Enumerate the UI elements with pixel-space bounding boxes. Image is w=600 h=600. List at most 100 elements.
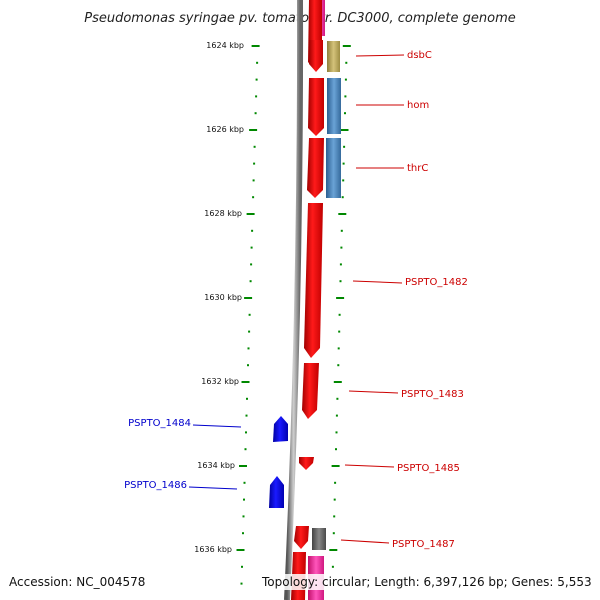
callout-line xyxy=(192,424,242,428)
gene-arrow[interactable] xyxy=(273,416,288,442)
minor-tick xyxy=(343,145,346,148)
tick-ruler-right xyxy=(329,45,351,585)
minor-tick xyxy=(344,95,347,98)
gene-arrow[interactable] xyxy=(304,203,323,358)
ruler-label: 1630 kbp xyxy=(204,293,242,302)
gene-label[interactable]: PSPTO_1482 xyxy=(405,277,468,288)
major-tick xyxy=(329,549,338,551)
major-tick xyxy=(246,213,255,215)
minor-tick xyxy=(338,313,341,316)
minor-tick xyxy=(335,414,338,417)
gene-label[interactable]: PSPTO_1487 xyxy=(392,539,455,550)
minor-tick xyxy=(340,229,343,232)
minor-tick xyxy=(252,196,255,199)
gene-label[interactable]: hom xyxy=(407,100,429,111)
gene-label[interactable]: PSPTO_1484 xyxy=(128,418,191,429)
gene-label[interactable]: PSPTO_1483 xyxy=(401,389,464,400)
minor-tick xyxy=(249,280,252,283)
genome-backbone xyxy=(284,0,304,600)
callout-line xyxy=(348,390,399,394)
major-tick xyxy=(333,381,342,383)
reverse-callouts: PSPTO_1484 PSPTO_1486 xyxy=(124,418,242,491)
minor-tick xyxy=(339,263,342,266)
minor-tick xyxy=(247,364,249,367)
gene-arrow[interactable] xyxy=(294,526,309,549)
minor-tick xyxy=(337,364,340,367)
footer-backdrop xyxy=(258,574,594,590)
minor-tick xyxy=(340,246,343,249)
ruler-label: 1634 kbp xyxy=(197,461,235,470)
callout-line xyxy=(352,280,403,284)
major-tick xyxy=(336,297,345,299)
gene-label[interactable]: PSPTO_1486 xyxy=(124,480,187,491)
minor-tick xyxy=(253,162,256,165)
minor-tick xyxy=(245,431,247,434)
category-block xyxy=(327,78,341,134)
minor-tick xyxy=(242,515,245,518)
gene-arrow[interactable] xyxy=(309,40,323,72)
minor-tick xyxy=(338,330,341,333)
gene-label[interactable]: PSPTO_1485 xyxy=(397,463,460,474)
callout-line xyxy=(340,539,390,544)
major-tick xyxy=(251,45,260,47)
tick-ruler-left xyxy=(236,45,260,585)
minor-tick xyxy=(248,313,251,316)
minor-tick xyxy=(248,330,251,333)
minor-tick xyxy=(332,532,335,535)
gene-arrow[interactable] xyxy=(307,138,324,198)
ruler-label: 1624 kbp xyxy=(206,41,244,50)
category-block xyxy=(312,528,326,550)
ruler-label: 1626 kbp xyxy=(206,125,244,134)
ruler-label: 1632 kbp xyxy=(201,377,239,386)
minor-tick xyxy=(240,582,243,585)
minor-tick xyxy=(243,481,246,484)
minor-tick xyxy=(246,397,248,400)
minor-tick xyxy=(250,263,253,266)
accession-text: Accession: NC_004578 xyxy=(9,575,145,589)
minor-tick xyxy=(254,112,257,115)
minor-tick xyxy=(335,431,338,434)
ruler-labels: 1624 kbp 1626 kbp 1628 kbp 1630 kbp 1632… xyxy=(194,41,244,554)
topology-text: Topology: circular; Length: 6,397,126 bp… xyxy=(261,575,592,589)
minor-tick xyxy=(255,95,258,98)
minor-tick xyxy=(339,280,342,283)
minor-tick xyxy=(335,448,337,451)
minor-tick xyxy=(345,61,348,64)
ruler-label: 1628 kbp xyxy=(204,209,242,218)
gene-arrow[interactable] xyxy=(299,457,314,470)
gene-label[interactable]: dsbC xyxy=(407,50,432,61)
major-tick xyxy=(236,549,245,551)
minor-tick xyxy=(337,347,340,350)
minor-tick xyxy=(256,61,259,64)
minor-tick xyxy=(333,515,336,518)
forward-callouts: dsbC hom thrC PSPTO_1482 PSPTO_1483 PSPT… xyxy=(340,50,468,550)
gene-label[interactable]: thrC xyxy=(407,163,428,174)
major-tick xyxy=(244,297,253,299)
minor-tick xyxy=(252,179,255,182)
minor-tick xyxy=(244,448,247,451)
major-tick xyxy=(342,45,351,47)
ruler-label: 1636 kbp xyxy=(194,545,232,554)
category-block xyxy=(326,138,341,198)
gene-arrow[interactable] xyxy=(302,363,319,419)
minor-tick xyxy=(341,196,344,199)
minor-tick xyxy=(242,532,244,535)
category-block xyxy=(327,41,340,72)
minor-tick xyxy=(342,179,345,182)
major-tick xyxy=(249,129,258,131)
minor-tick xyxy=(336,397,339,400)
minor-tick xyxy=(253,145,256,148)
minor-tick xyxy=(251,229,254,232)
minor-tick xyxy=(344,78,347,81)
minor-tick xyxy=(243,498,245,501)
reverse-genes xyxy=(269,416,288,508)
callout-line xyxy=(344,464,395,468)
gene-arrow[interactable] xyxy=(308,78,324,136)
minor-tick xyxy=(255,78,258,81)
minor-tick xyxy=(247,347,250,350)
minor-tick xyxy=(241,565,243,568)
callout-line xyxy=(355,54,405,57)
gene-arrow[interactable] xyxy=(269,476,284,508)
major-tick xyxy=(241,381,250,383)
